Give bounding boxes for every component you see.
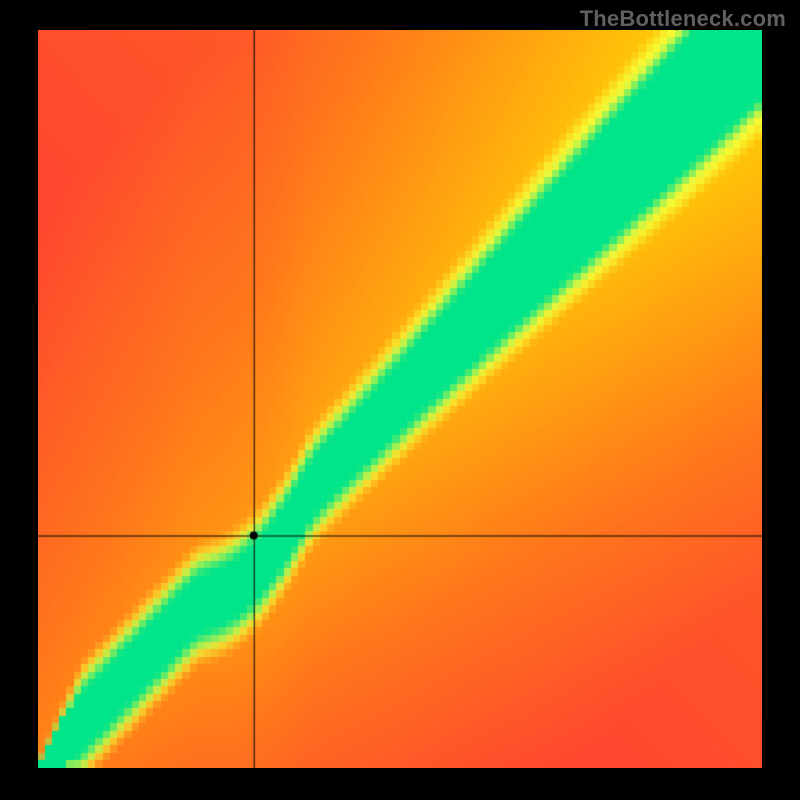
bottleneck-heatmap bbox=[38, 30, 762, 768]
figure-container: TheBottleneck.com bbox=[0, 0, 800, 800]
watermark-text: TheBottleneck.com bbox=[580, 6, 786, 32]
